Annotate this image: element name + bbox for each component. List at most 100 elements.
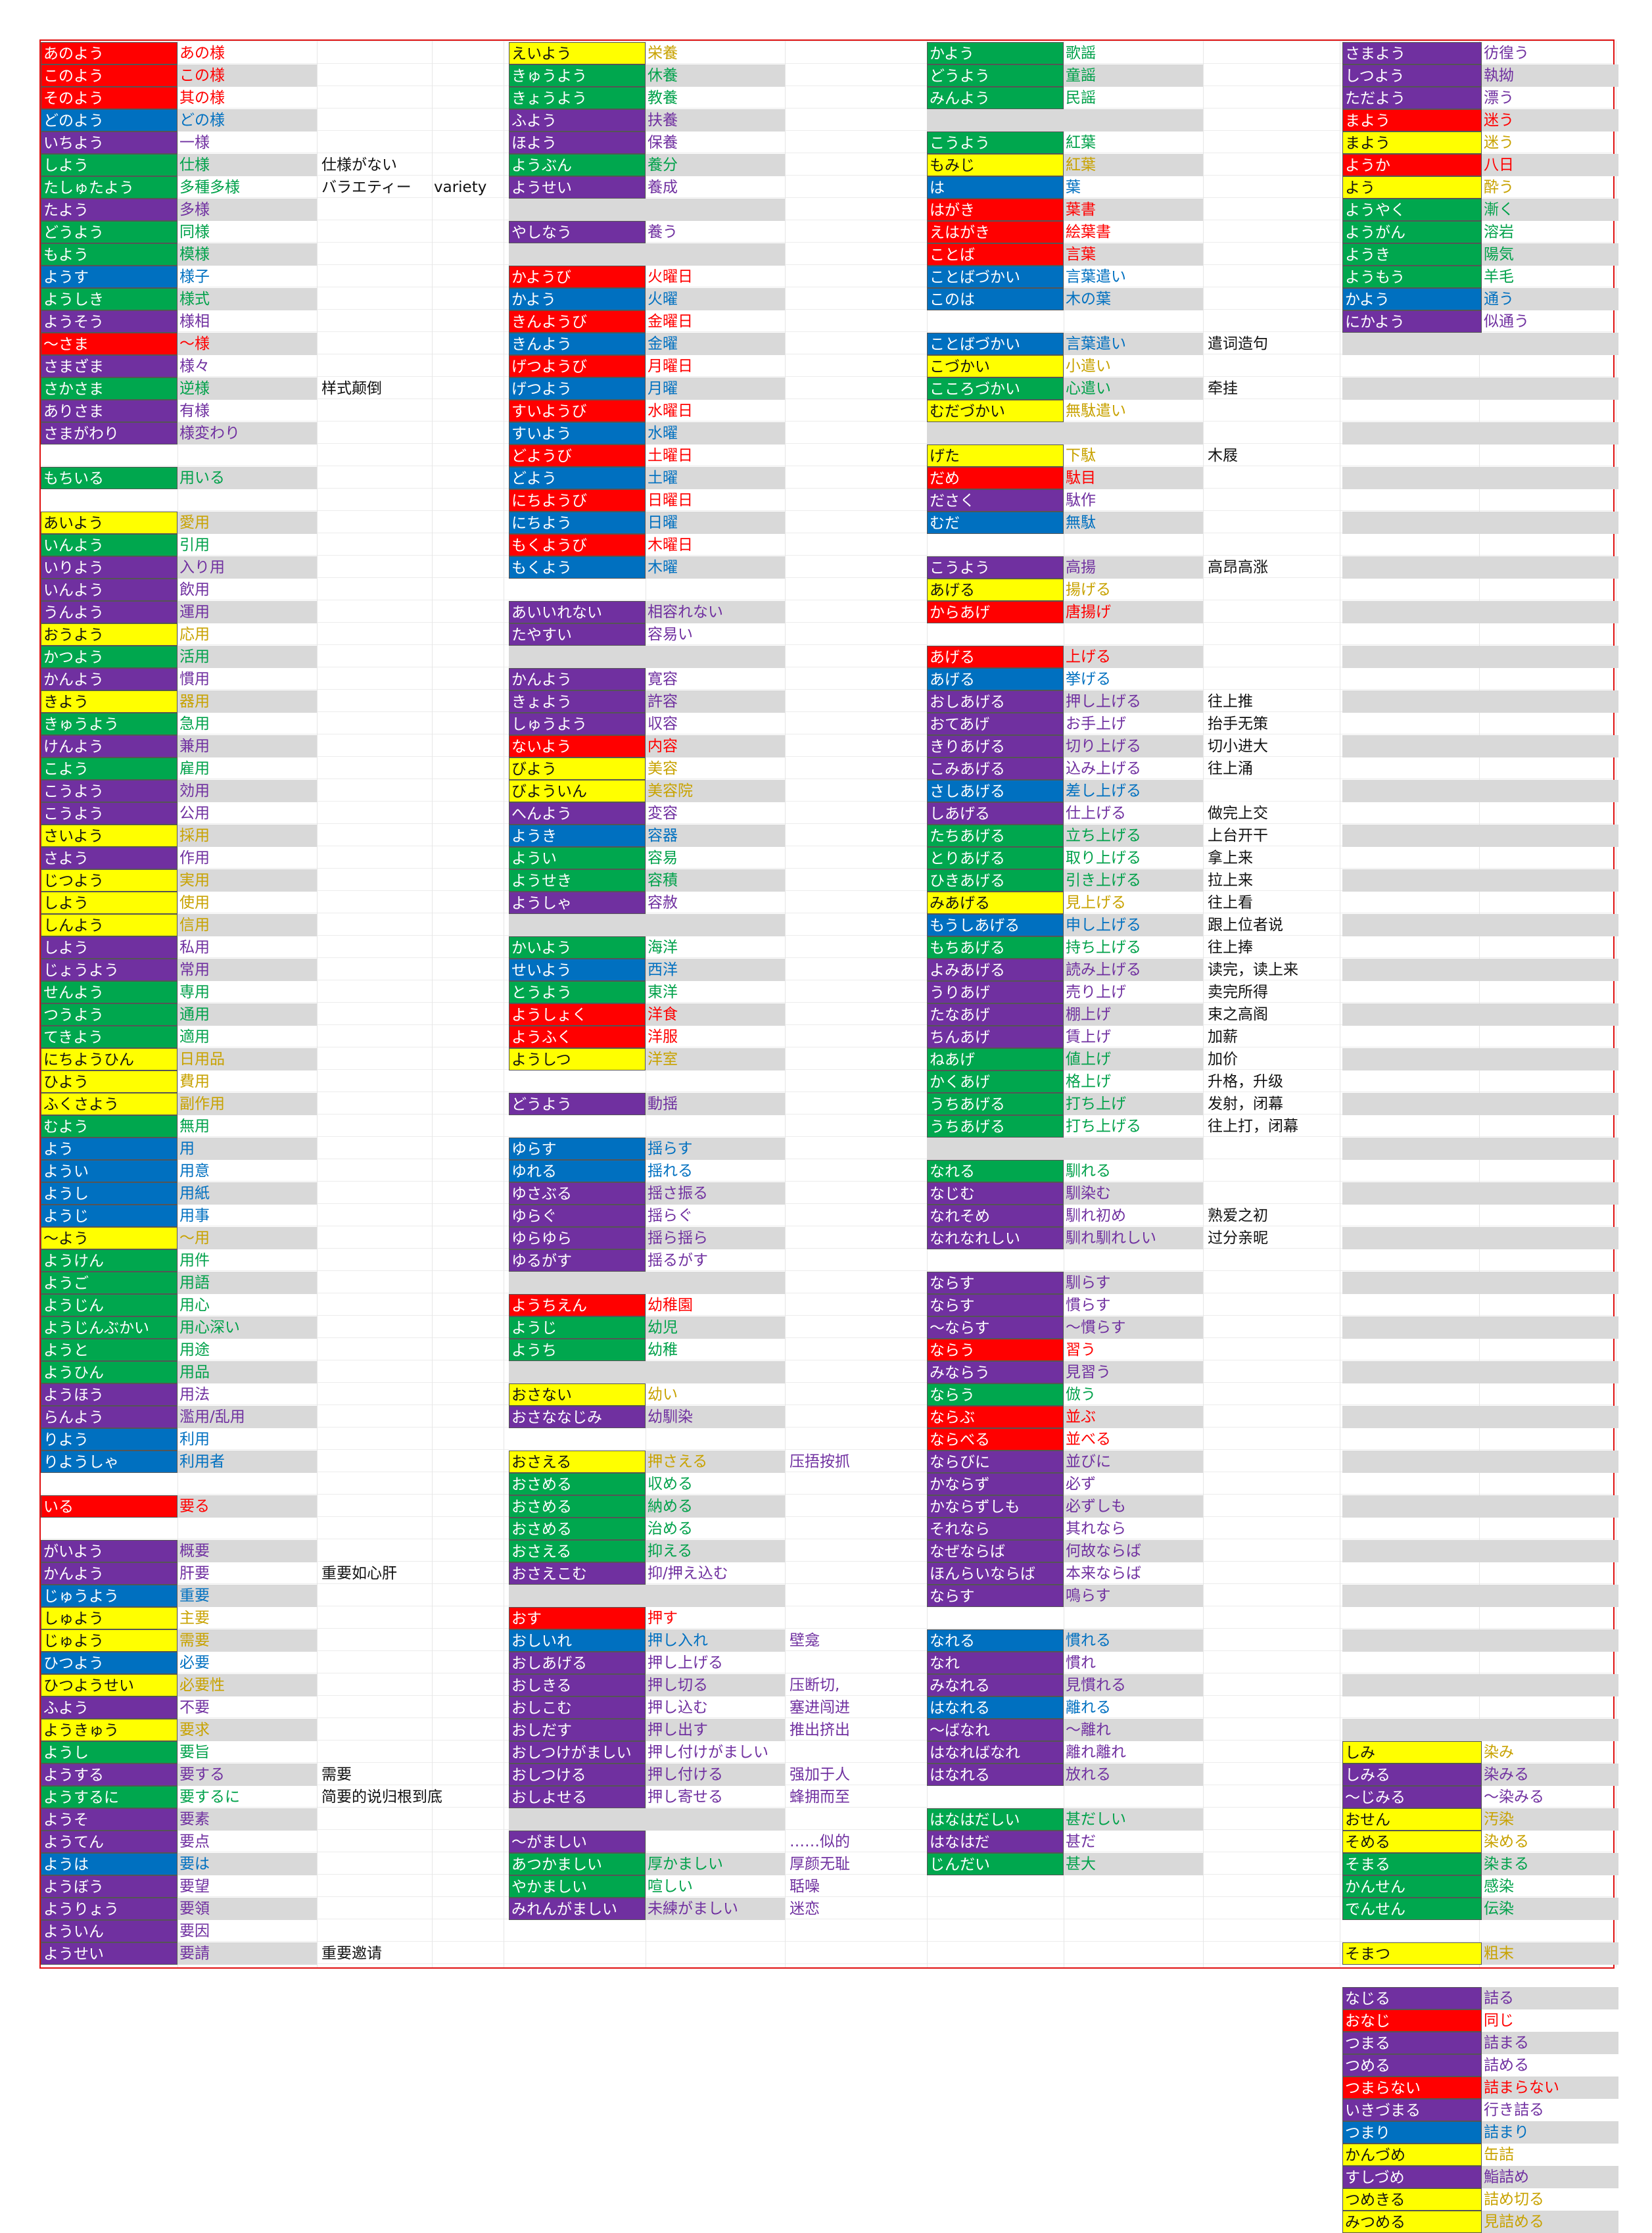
reading-cell[interactable]: げつようび [509,355,646,377]
kanji-cell[interactable]: 差し上げる [1066,782,1141,800]
reading-cell[interactable]: なれなれしい [927,1227,1064,1249]
kanji-cell[interactable]: 用心 [179,1297,210,1314]
kanji-cell[interactable]: 不要 [179,1699,210,1716]
reading-cell[interactable]: ようがん [1342,221,1482,243]
kanji-cell[interactable]: 必要 [179,1654,210,1671]
kanji-cell[interactable]: 扶養 [648,112,678,129]
reading-cell[interactable]: ようほう [41,1383,177,1406]
reading-cell[interactable]: むだ [927,512,1064,534]
reading-cell[interactable]: げた [927,444,1064,467]
reading-cell[interactable]: にかよう [1342,310,1482,333]
reading-cell[interactable]: もくよう [509,556,646,579]
kanji-cell[interactable]: 様々 [179,358,210,375]
kanji-cell[interactable]: 染みる [1484,1766,1529,1783]
reading-cell[interactable]: びよう [509,757,646,780]
kanji-cell[interactable]: 押し上げる [1066,693,1141,710]
kanji-cell[interactable]: 西洋 [648,961,678,978]
kanji-cell[interactable]: 八日 [1484,156,1514,174]
kanji-cell[interactable]: 水曜 [648,425,678,442]
reading-cell[interactable]: うちあげる [927,1115,1064,1138]
kanji-cell[interactable]: 多種多様 [179,179,240,196]
kanji-cell[interactable]: 幼稚園 [648,1297,693,1314]
reading-cell[interactable]: ことばづかい [927,333,1064,355]
reading-cell[interactable]: いきづまる [1342,2099,1482,2121]
kanji-cell[interactable]: 見上げる [1066,894,1126,911]
reading-cell[interactable]: きょよう [509,690,646,713]
kanji-cell[interactable]: 駄作 [1066,492,1096,509]
kanji-cell[interactable]: この様 [179,67,225,84]
reading-cell[interactable]: なれ [927,1652,1064,1674]
reading-cell[interactable]: きゅうよう [41,713,177,735]
kanji-cell[interactable]: 用いる [179,469,225,487]
reading-cell[interactable]: そめる [1342,1831,1482,1853]
reading-cell[interactable]: だめ [927,467,1064,489]
kanji-cell[interactable]: 多様 [179,201,210,218]
kanji-cell[interactable]: 駄目 [1066,469,1096,487]
reading-cell[interactable]: いんよう [41,579,177,601]
kanji-cell[interactable]: 治める [648,1520,693,1537]
kanji-cell[interactable]: 甚だ [1066,1833,1096,1850]
reading-cell[interactable]: はなればなれ [927,1741,1064,1764]
reading-cell[interactable]: かんづめ [1342,2144,1482,2166]
reading-cell[interactable]: みならう [927,1361,1064,1383]
reading-cell[interactable]: ようき [1342,243,1482,266]
kanji-cell[interactable]: 要望 [179,1878,210,1895]
reading-cell[interactable]: ～ばなれ [927,1719,1064,1741]
reading-cell[interactable]: たちあげる [927,825,1064,847]
kanji-cell[interactable]: 絵葉書 [1066,224,1111,241]
reading-cell[interactable]: せんよう [41,981,177,1003]
reading-cell[interactable]: ならう [927,1339,1064,1361]
kanji-cell[interactable]: 漂う [1484,89,1514,107]
reading-cell[interactable]: つめきる [1342,2188,1482,2211]
kanji-cell[interactable]: 常用 [179,961,210,978]
reading-cell[interactable]: えいよう [509,42,646,64]
reading-cell[interactable]: ならす [927,1294,1064,1316]
kanji-cell[interactable]: 金曜 [648,335,678,352]
reading-cell[interactable]: なれそめ [927,1205,1064,1227]
reading-cell[interactable]: ようじ [509,1316,646,1339]
kanji-cell[interactable]: 押し切る [648,1677,708,1694]
kanji-cell[interactable]: 美容 [648,760,678,777]
reading-cell[interactable]: らんよう [41,1406,177,1428]
reading-cell[interactable]: ほんらいならば [927,1562,1064,1585]
reading-cell[interactable]: ようじ [41,1205,177,1227]
note-cell[interactable]: 简要的说归根到底 [321,1789,442,1806]
reading-cell[interactable]: こころづかい [927,377,1064,400]
kanji-cell[interactable]: 適用 [179,1028,210,1045]
reading-cell[interactable]: はなれる [927,1696,1064,1719]
kanji-cell[interactable]: 用事 [179,1207,210,1224]
kanji-cell[interactable]: 兼用 [179,738,210,755]
reading-cell[interactable]: こうよう [41,780,177,802]
reading-cell[interactable]: おさえこむ [509,1562,646,1585]
reading-cell[interactable]: あいよう [41,512,177,534]
kanji-cell[interactable]: 日曜日 [648,492,693,509]
reading-cell[interactable]: さいよう [41,825,177,847]
note-cell[interactable]: 牵挂 [1208,380,1238,397]
reading-cell[interactable]: にちようひん [41,1048,177,1070]
reading-cell[interactable]: いる [41,1495,177,1518]
reading-cell[interactable]: ようそう [41,310,177,333]
note-cell[interactable]: 跟上位者说 [1208,917,1283,934]
reading-cell[interactable]: さよう [41,847,177,869]
note-cell[interactable]: 往上打，闭幕 [1208,1118,1298,1135]
reading-cell[interactable]: おしいれ [509,1629,646,1652]
kanji-cell[interactable]: 要旨 [179,1744,210,1761]
reading-cell[interactable]: ～ならす [927,1316,1064,1339]
kanji-cell[interactable]: 其の様 [179,89,225,107]
reading-cell[interactable]: ならう [927,1383,1064,1406]
reading-cell[interactable]: どうよう [927,64,1064,87]
kanji-cell[interactable]: 容器 [648,827,678,844]
reading-cell[interactable]: ならす [927,1585,1064,1607]
reading-cell[interactable]: かならずしも [927,1495,1064,1518]
reading-cell[interactable]: なぜならば [927,1540,1064,1562]
kanji-cell[interactable]: 何故ならば [1066,1543,1141,1560]
reading-cell[interactable]: ねあげ [927,1048,1064,1070]
kanji-cell[interactable]: 民謡 [1066,89,1096,107]
kanji-cell[interactable]: 通う [1484,291,1514,308]
reading-cell[interactable]: みなれる [927,1674,1064,1696]
kanji-cell[interactable]: 心遣い [1066,380,1111,397]
kanji-cell[interactable]: 放れる [1066,1766,1111,1783]
kanji-cell[interactable]: 運用 [179,604,210,621]
reading-cell[interactable]: おなじ [1342,2009,1482,2032]
note-cell[interactable]: 拿上来 [1208,850,1253,867]
